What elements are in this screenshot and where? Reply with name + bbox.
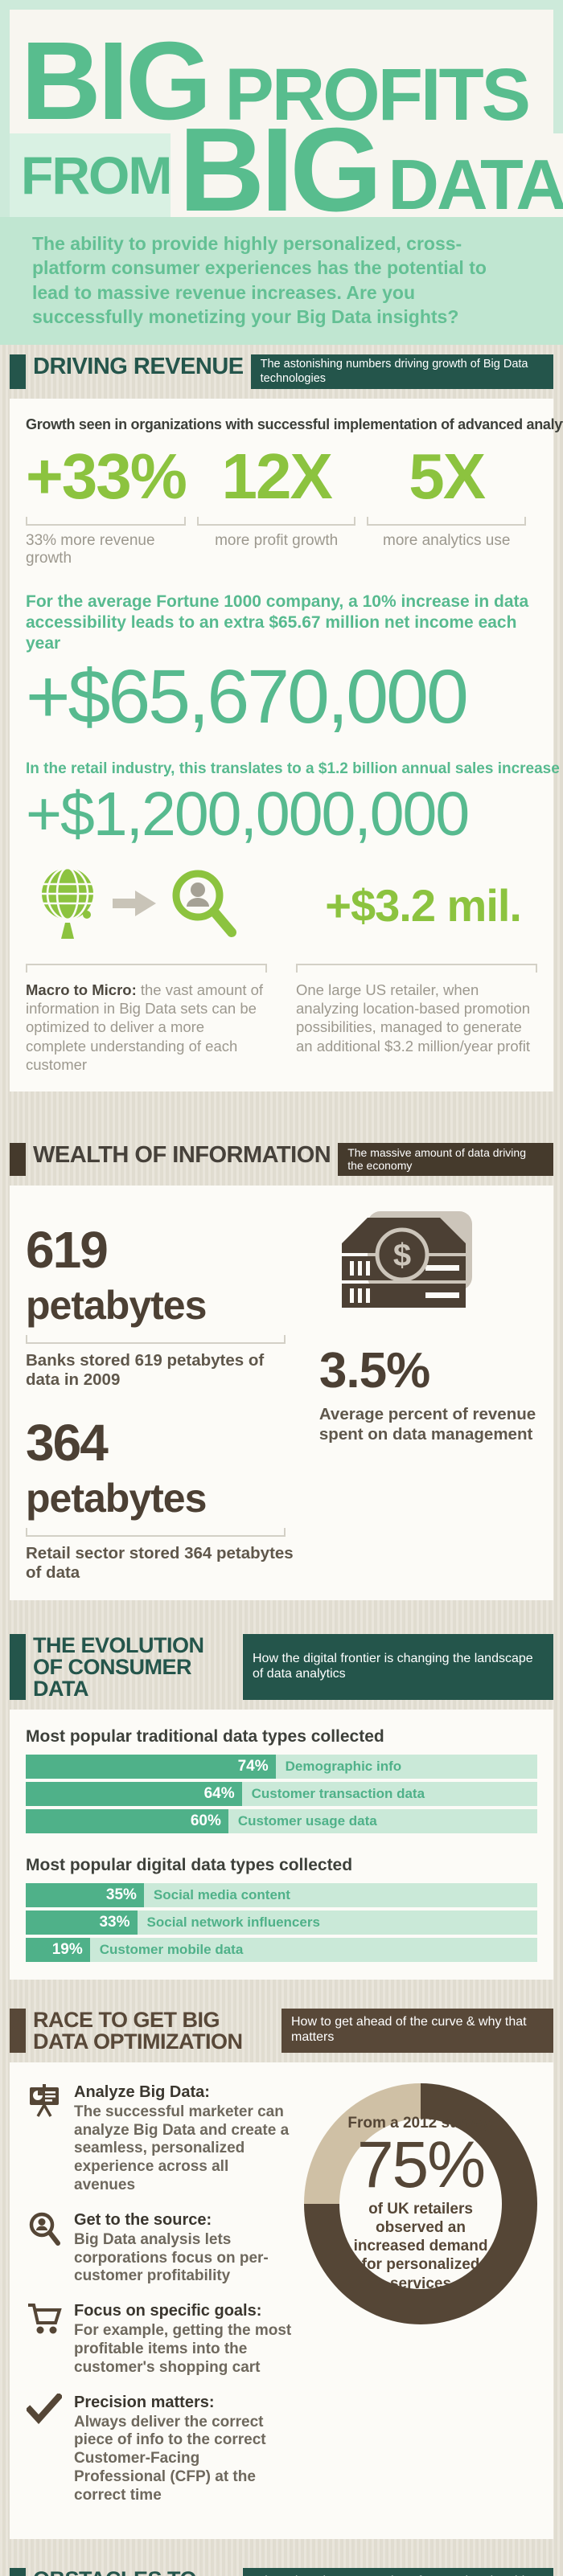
- retailer-caption: One large US retailer, when analyzing lo…: [296, 981, 531, 1055]
- section-square-icon: [10, 354, 26, 389]
- section-header-obstacles: OBSTACLES TO IMPLEMENTATION What's keepi…: [10, 2567, 553, 2576]
- bank-data-icon: $: [319, 1210, 504, 1330]
- section-tag: What's keeping corporations from embraci…: [243, 2567, 553, 2576]
- bar-social-media: 35% Social media content: [26, 1882, 537, 1907]
- title-word-data: DATA: [388, 144, 563, 224]
- bracket: [26, 964, 267, 973]
- section-square-icon: [10, 1142, 26, 1176]
- intro-paragraph: The ability to provide highly personaliz…: [0, 217, 563, 346]
- wealth-right-column: $ 3.5% Average percent of revenue spent …: [319, 1203, 537, 1583]
- stat-profit-growth: 12X more profit growth: [196, 440, 368, 567]
- bar-usage: 60% Customer usage data: [26, 1808, 537, 1833]
- bracket: [26, 516, 186, 526]
- stat-caption: more profit growth: [215, 531, 339, 549]
- section-header-driving-revenue: DRIVING REVENUE The astonishing numbers …: [10, 354, 553, 389]
- shopping-cart-icon: [26, 2302, 63, 2377]
- stat-value: 5X: [409, 440, 486, 512]
- driving-lead-text: Growth seen in organizations with succes…: [26, 416, 563, 432]
- macro-value: +$3.2 mil.: [325, 880, 522, 932]
- data-management-pct: 3.5%: [318, 1342, 430, 1399]
- fortune-1000-text: For the average Fortune 1000 company, a …: [26, 592, 529, 653]
- dollar-glyph: $: [393, 1238, 411, 1273]
- card-evolution: Most popular traditional data types coll…: [10, 1709, 553, 1980]
- bracket: [26, 1527, 286, 1537]
- retail-industry-text: In the retail industry, this translates …: [26, 760, 560, 778]
- section-header-wealth: WEALTH OF INFORMATION The massive amount…: [10, 1141, 553, 1176]
- data-management-caption: Average percent of revenue spent on data…: [318, 1404, 536, 1444]
- donut-pre-text: From a 2012 survey,: [347, 2114, 494, 2132]
- race-item-analyze: Analyze Big Data: The successful markete…: [26, 2083, 293, 2195]
- title-word-profits: PROFITS: [224, 53, 531, 133]
- bracket: [26, 1334, 286, 1344]
- stat-revenue-growth: +33% 33% more revenue growth: [26, 444, 197, 567]
- section-header-race: RACE TO GET BIG DATA OPTIMIZATION How to…: [10, 2007, 553, 2054]
- macro-to-micro-row: +$3.2 mil.: [26, 863, 537, 948]
- fortune-1000-value: +$65,670,000: [26, 654, 469, 740]
- card-wealth: 619 petabytes Banks stored 619 petabytes…: [10, 1185, 553, 1600]
- digital-subtitle: Most popular digital data types collecte…: [26, 1855, 353, 1874]
- retailer-caption-column: One large US retailer, when analyzing lo…: [296, 964, 537, 1074]
- stat-caption: more analytics use: [383, 531, 511, 549]
- section-title: THE EVOLUTION OF CONSUMER DATA: [33, 1632, 204, 1701]
- presentation-icon: [26, 2083, 63, 2195]
- magnifier-person-icon: [26, 2211, 63, 2286]
- arrow-right-icon: [113, 887, 158, 924]
- title-row-2: FROM BIG DATA: [10, 111, 563, 230]
- section-title: RACE TO GET BIG DATA OPTIMIZATION: [33, 2007, 243, 2054]
- wealth-left-column: 619 petabytes Banks stored 619 petabytes…: [26, 1203, 298, 1583]
- bar-demographic: 74% Demographic info: [26, 1754, 537, 1779]
- section-header-evolution: THE EVOLUTION OF CONSUMER DATA How the d…: [10, 1632, 553, 1701]
- section-square-icon: [10, 2567, 26, 2576]
- section-title: WEALTH OF INFORMATION: [33, 1141, 331, 1168]
- stat-analytics-use: 5X more analytics use: [367, 444, 537, 567]
- magnifier-person-icon: [166, 863, 243, 948]
- title-word-from: FROM: [10, 133, 172, 217]
- donut-value: 75%: [356, 2128, 486, 2201]
- hero: BIG PROFITS FROM BIG DATA The ability to…: [0, 0, 563, 346]
- bar-influencers: 33% Social network influencers: [26, 1910, 537, 1935]
- card-driving-revenue: Growth seen in organizations with succes…: [10, 398, 563, 1091]
- bracket: [367, 516, 526, 526]
- banks-petabytes-value: 619 petabytes: [26, 1220, 207, 1328]
- section-tag: The massive amount of data driving the e…: [338, 1142, 553, 1176]
- banks-caption: Banks stored 619 petabytes of data in 20…: [26, 1350, 265, 1389]
- macro-caption-column: Macro to Micro: the vast amount of infor…: [26, 964, 267, 1074]
- title-word-big-1: BIG: [21, 18, 212, 133]
- retail-industry-value: +$1,200,000,000: [26, 780, 470, 850]
- donut-post-text: of UK retailers observed an increased de…: [353, 2200, 488, 2292]
- stat-caption: 33% more revenue growth: [26, 531, 155, 567]
- traditional-subtitle: Most popular traditional data types coll…: [26, 1726, 384, 1746]
- retail-petabytes-value: 364 petabytes: [26, 1413, 207, 1521]
- bracket: [296, 964, 537, 973]
- section-square-icon: [10, 1633, 26, 1700]
- race-item-goals: Focus on specific goals: For example, ge…: [26, 2302, 293, 2377]
- macro-caption: Macro to Micro: the vast amount of infor…: [26, 981, 264, 1073]
- bar-mobile: 19% Customer mobile data: [26, 1937, 537, 1962]
- section-title: OBSTACLES TO IMPLEMENTATION: [33, 2568, 236, 2576]
- race-items: Analyze Big Data: The successful markete…: [26, 2080, 293, 2521]
- retail-caption: Retail sector stored 364 petabytes of da…: [26, 1543, 294, 1582]
- digital-bars: 35% Social media content 33% Social netw…: [26, 1882, 537, 1962]
- race-item-precision: Precision matters: Always deliver the co…: [26, 2393, 293, 2505]
- race-item-source: Get to the source: Big Data analysis let…: [26, 2211, 293, 2286]
- title-word-big-2: BIG: [179, 104, 382, 237]
- driving-captions: Macro to Micro: the vast amount of infor…: [26, 964, 537, 1074]
- bracket: [196, 516, 356, 526]
- section-tag: How to get ahead of the curve & why that…: [282, 2008, 553, 2053]
- checkmark-icon: [26, 2393, 63, 2505]
- donut-chart: From a 2012 survey, 75% of UK retailers …: [304, 2083, 537, 2324]
- globe-icon: [31, 863, 105, 948]
- stat-value: +33%: [26, 440, 187, 512]
- section-tag: How the digital frontier is changing the…: [243, 1633, 553, 1700]
- traditional-bars: 74% Demographic info 64% Customer transa…: [26, 1754, 537, 1833]
- bar-transaction: 64% Customer transaction data: [26, 1781, 537, 1806]
- card-race: Analyze Big Data: The successful markete…: [10, 2062, 553, 2539]
- section-title: DRIVING REVENUE: [33, 354, 244, 380]
- title-row-1: BIG PROFITS: [10, 10, 553, 133]
- section-tag: The astonishing numbers driving growth o…: [250, 354, 553, 389]
- section-square-icon: [10, 2008, 26, 2053]
- stat-value: 12X: [221, 440, 332, 512]
- stats-row: +33% 33% more revenue growth 12X more pr…: [26, 444, 537, 567]
